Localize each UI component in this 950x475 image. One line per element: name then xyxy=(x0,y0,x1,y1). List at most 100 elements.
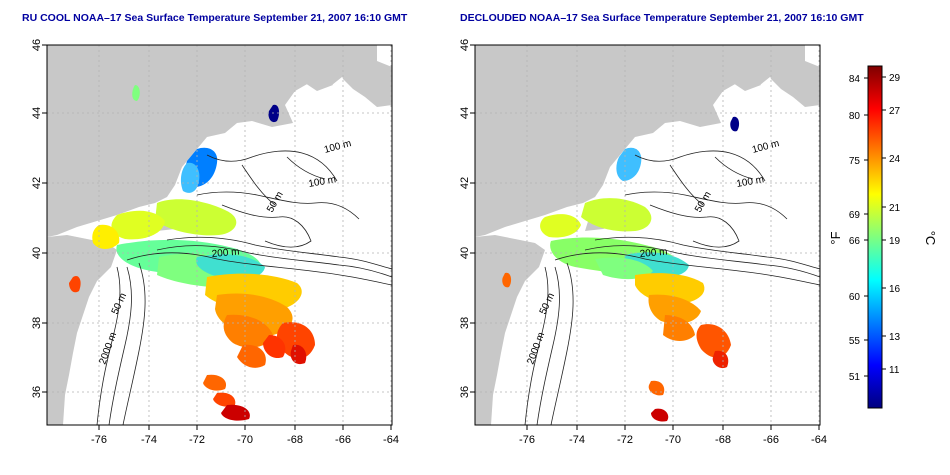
sst-patch xyxy=(132,85,140,101)
contour-label: 200 m xyxy=(639,247,668,260)
fahrenheit-tick-label: 69 xyxy=(849,210,861,221)
longitude-tick-label: -64 xyxy=(811,434,827,446)
sst-patch xyxy=(213,392,236,407)
depth-contour xyxy=(624,191,788,220)
longitude-tick-label: -70 xyxy=(665,434,681,446)
sst-patch xyxy=(712,350,729,369)
depth-contour xyxy=(196,191,360,220)
longitude-tick-label: -64 xyxy=(383,434,399,446)
geography xyxy=(475,45,820,425)
fahrenheit-unit-label: °F xyxy=(828,231,843,244)
latitude-tick-label: 36 xyxy=(459,386,471,398)
latitude-tick-label: 44 xyxy=(31,107,43,119)
longitude-tick-label: -68 xyxy=(715,434,731,446)
sst-patch xyxy=(221,404,250,421)
depth-contour xyxy=(550,262,574,425)
depth-contour xyxy=(524,266,549,425)
sst-patch xyxy=(111,210,165,240)
sst-patch xyxy=(730,116,740,132)
graticule xyxy=(475,45,820,425)
contour-label: 100 m xyxy=(736,174,765,190)
depth-contour xyxy=(122,262,146,425)
celsius-tick-label: 24 xyxy=(889,154,901,165)
left-map-title: RU COOL NOAA–17 Sea Surface Temperature … xyxy=(22,12,408,24)
land-mass xyxy=(475,235,545,425)
sst-patch xyxy=(595,257,653,280)
land-mass xyxy=(47,45,377,237)
sst-patch xyxy=(616,147,642,181)
depth-contour xyxy=(634,150,766,182)
depth-contour xyxy=(241,164,276,206)
land-mass xyxy=(47,235,117,425)
fahrenheit-tick-label: 75 xyxy=(849,156,861,167)
depth-contour xyxy=(108,266,132,425)
sst-patch xyxy=(263,335,286,359)
contour-label: 100 m xyxy=(308,174,337,190)
depth-contour xyxy=(221,204,312,248)
celsius-tick-label: 27 xyxy=(889,106,901,117)
latitude-tick-label: 44 xyxy=(459,107,471,119)
latitude-tick-label: 42 xyxy=(459,177,471,189)
depth-contour xyxy=(669,164,704,206)
longitude-tick-label: -72 xyxy=(617,434,633,446)
depth-contour xyxy=(206,150,338,182)
depth-contour xyxy=(714,156,754,180)
sst-patch xyxy=(581,198,652,232)
sst-patch xyxy=(540,214,581,238)
land-mass xyxy=(499,275,515,313)
depth-contour xyxy=(649,204,740,248)
land-mass xyxy=(733,79,761,91)
depth-contour xyxy=(536,266,560,425)
fahrenheit-tick-label: 51 xyxy=(849,372,861,383)
longitude-tick-label: -70 xyxy=(237,434,253,446)
latitude-tick-label: 36 xyxy=(31,386,43,398)
sst-patch xyxy=(502,272,512,288)
land-mass xyxy=(339,61,392,107)
longitude-tick-label: -74 xyxy=(141,434,157,446)
temperature-colorbar: 84 80 75 69 66 60 55 51 29 27 24 21 19 16 13 11 °F °C xyxy=(828,65,938,409)
sst-patch xyxy=(277,322,315,359)
longitude-tick-label: -72 xyxy=(189,434,205,446)
celsius-tick-label: 16 xyxy=(889,284,901,295)
fahrenheit-tick-label: 80 xyxy=(849,111,861,122)
depth-contour xyxy=(554,252,820,286)
latitude-tick-label: 42 xyxy=(31,177,43,189)
sst-patch xyxy=(155,199,237,236)
geography xyxy=(47,45,392,425)
contour-label: 200 m xyxy=(211,247,240,260)
colorbar-gradient xyxy=(867,65,883,409)
fahrenheit-tick-label: 55 xyxy=(849,336,861,347)
longitude-tick-label: -66 xyxy=(763,434,779,446)
celsius-unit-label: °C xyxy=(923,231,938,246)
sst-patch xyxy=(290,344,307,365)
celsius-tick-label: 13 xyxy=(889,332,901,343)
celsius-tick-label: 21 xyxy=(889,203,901,214)
fahrenheit-tick-label: 84 xyxy=(849,74,861,85)
map-frame xyxy=(46,44,393,426)
latitude-tick-label: 38 xyxy=(31,317,43,329)
map-frame xyxy=(474,44,821,426)
sst-patch xyxy=(696,324,731,358)
fahrenheit-tick-label: 60 xyxy=(849,292,861,303)
latitude-tick-label: 40 xyxy=(31,247,43,259)
sst-patch xyxy=(663,315,695,341)
latitude-tick-label: 46 xyxy=(459,39,471,51)
sst-patch xyxy=(237,344,266,368)
sst-patch xyxy=(648,294,701,324)
sst-patch xyxy=(203,374,227,391)
depth-contour xyxy=(126,252,392,286)
graticule xyxy=(47,45,392,425)
land-mass xyxy=(767,61,820,107)
sst-patch xyxy=(69,275,81,293)
celsius-tick-label: 29 xyxy=(889,73,901,84)
sst-patch xyxy=(196,254,265,279)
depth-contour xyxy=(96,266,121,425)
depth-contour xyxy=(584,245,820,278)
sst-patch xyxy=(223,314,273,348)
longitude-tick-label: -76 xyxy=(91,434,107,446)
celsius-tick-label: 19 xyxy=(889,236,901,247)
sst-patch xyxy=(180,162,200,193)
